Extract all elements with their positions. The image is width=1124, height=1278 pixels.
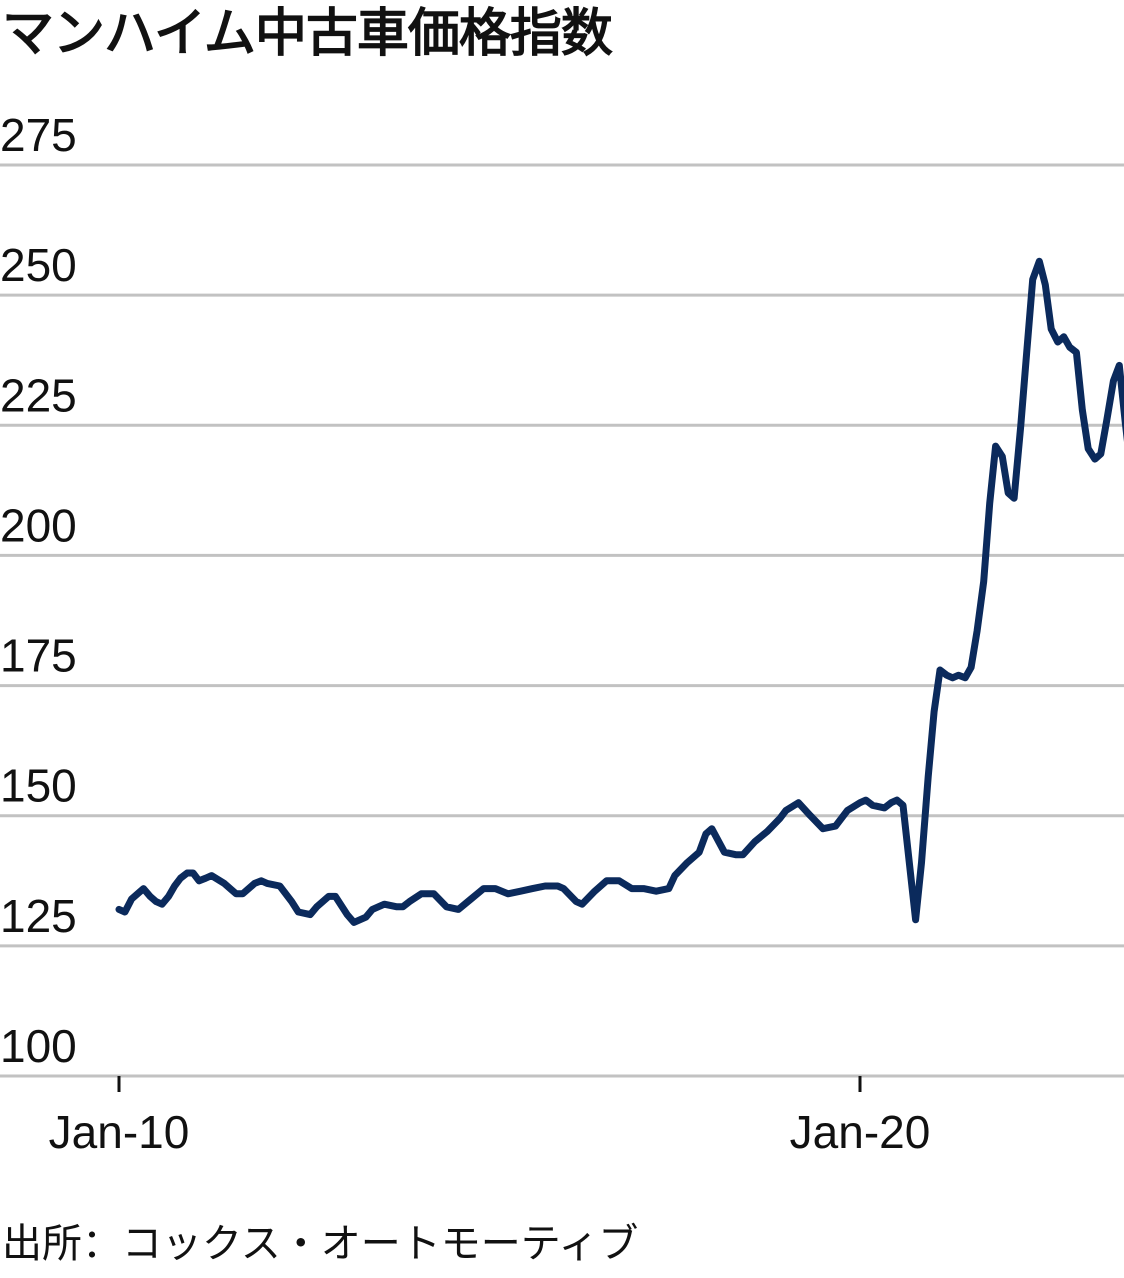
y-tick-label-225: 225 [0, 369, 77, 421]
y-axis-tick-labels: 275 250 225 200 175 150 125 100 [0, 109, 77, 1072]
series-line-0 [115, 257, 1124, 926]
gridlines [0, 163, 1124, 1078]
y-tick-label-150: 150 [0, 760, 77, 812]
y-tick-label-100: 100 [0, 1020, 77, 1072]
source-note: 出所：コックス・オートモーティブ [2, 1221, 639, 1267]
x-tick-label-Jan-20: Jan-20 [790, 1106, 931, 1158]
y-tick-label-200: 200 [0, 499, 77, 551]
x-axis: Jan-10 Jan-20 [49, 1076, 931, 1158]
series-layer [115, 257, 1124, 926]
y-tick-label-175: 175 [0, 630, 77, 682]
line-chart: 275 250 225 200 175 150 125 100 Jan-10 Jan-20 [0, 109, 1124, 1158]
y-tick-label-125: 125 [0, 890, 77, 942]
x-tick-label-Jan-10: Jan-10 [49, 1106, 190, 1158]
chart-title: マンハイム中古車価格指数 [2, 4, 613, 64]
y-tick-label-250: 250 [0, 239, 77, 291]
y-tick-label-275: 275 [0, 109, 77, 161]
